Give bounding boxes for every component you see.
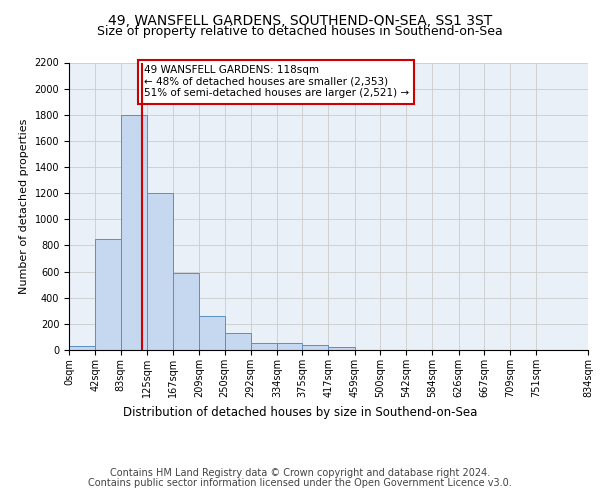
Y-axis label: Number of detached properties: Number of detached properties xyxy=(19,118,29,294)
Bar xyxy=(95,239,121,350)
Text: Contains HM Land Registry data © Crown copyright and database right 2024.: Contains HM Land Registry data © Crown c… xyxy=(110,468,490,477)
Text: Size of property relative to detached houses in Southend-on-Sea: Size of property relative to detached ho… xyxy=(97,25,503,38)
Bar xyxy=(69,346,95,350)
Bar xyxy=(251,344,277,350)
Text: Distribution of detached houses by size in Southend-on-Sea: Distribution of detached houses by size … xyxy=(123,406,477,419)
Bar xyxy=(329,348,355,350)
Bar xyxy=(121,115,147,350)
Text: 49, WANSFELL GARDENS, SOUTHEND-ON-SEA, SS1 3ST: 49, WANSFELL GARDENS, SOUTHEND-ON-SEA, S… xyxy=(108,14,492,28)
Bar xyxy=(277,344,302,350)
Bar xyxy=(173,273,199,350)
Bar xyxy=(302,346,329,350)
Bar xyxy=(147,193,173,350)
Bar xyxy=(224,333,251,350)
Text: Contains public sector information licensed under the Open Government Licence v3: Contains public sector information licen… xyxy=(88,478,512,488)
Text: 49 WANSFELL GARDENS: 118sqm
← 48% of detached houses are smaller (2,353)
51% of : 49 WANSFELL GARDENS: 118sqm ← 48% of det… xyxy=(143,65,409,98)
Bar xyxy=(199,316,224,350)
